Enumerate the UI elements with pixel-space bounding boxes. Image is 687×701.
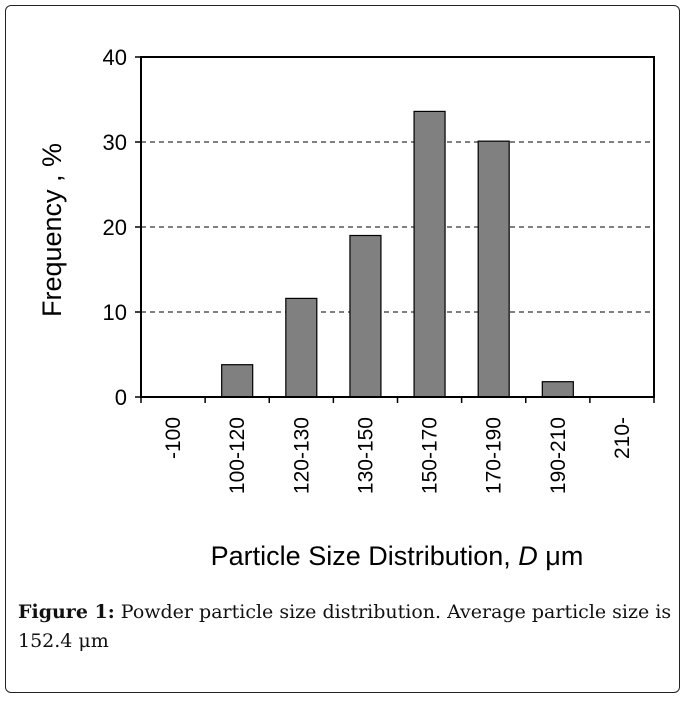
y-tick-label-2: 20: [103, 215, 127, 240]
y-tick-label-1: 10: [103, 300, 127, 325]
particle-size-chart: 0 10 20 30 40 -100 100-120 120-130 130-150 150-17…: [37, 45, 655, 571]
y-tick-label-0: 0: [115, 385, 127, 410]
x-axis-label: Particle Size Distribution, D μm: [211, 541, 584, 571]
bar-100-120: [221, 364, 254, 398]
caption-text: Powder particle size distribution. Avera…: [18, 601, 672, 652]
x-tick-label-170-190: 170-190: [483, 417, 506, 494]
x-tick-label--100: -100: [162, 417, 185, 459]
x-tick-label-210-: 210-: [611, 417, 634, 459]
y-tick-label-3: 30: [103, 130, 127, 155]
y-tick-label-4: 40: [103, 45, 127, 70]
bar-130-150: [349, 234, 382, 398]
x-tick-label-120-130: 120-130: [290, 417, 313, 494]
caption-lead: Figure 1:: [18, 601, 115, 623]
bar-190-210: [541, 381, 574, 398]
x-tick-label-100-120: 100-120: [226, 417, 249, 494]
x-tick-label-150-170: 150-170: [419, 417, 442, 494]
bar-120-130: [285, 297, 318, 398]
bar-170-190: [477, 140, 510, 398]
x-tick-label-130-150: 130-150: [354, 417, 377, 494]
bar-150-170: [413, 110, 446, 398]
y-axis-label: Frequency , %: [37, 143, 67, 317]
figure-frame: [5, 5, 680, 693]
figure-caption: Figure 1: Powder particle size distribut…: [18, 598, 674, 656]
x-tick-label-190-210: 190-210: [547, 417, 570, 494]
